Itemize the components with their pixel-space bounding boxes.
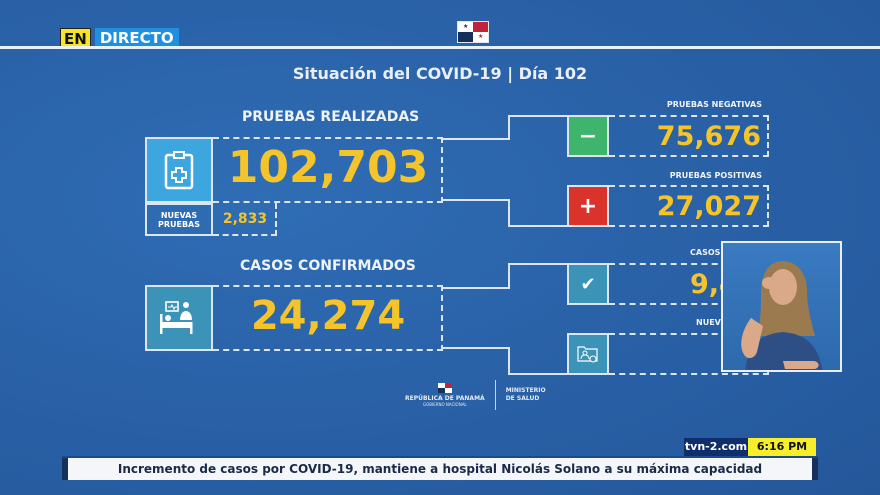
- pruebas-label: PRUEBAS REALIZADAS: [242, 109, 420, 125]
- ticker-top-line: [62, 456, 818, 458]
- nuevas-label-1: NUEVAS: [160, 210, 198, 220]
- nuevas-label-2: PRUEBAS: [157, 219, 201, 229]
- casos-label: CASOS CONFIRMADOS: [240, 258, 416, 274]
- panama-flag-small-icon: [437, 383, 452, 393]
- nuevos-label: NUEV: [696, 318, 721, 327]
- negativas-box: [609, 115, 769, 157]
- republica-label: REPÚBLICA DE PANAMÁ: [405, 395, 485, 402]
- recuperados-label: CASOS: [690, 248, 721, 257]
- plus-icon: +: [567, 185, 609, 227]
- positivas-value: 27,027: [656, 191, 761, 222]
- negativas-value: 75,676: [656, 121, 761, 152]
- ministerio-label-2: DE SALUD: [505, 395, 540, 402]
- panama-flag-icon: [457, 21, 489, 43]
- patient-folder-icon: [567, 333, 609, 375]
- nuevas-pruebas-value: 2,833: [222, 211, 268, 227]
- pruebas-total-value: 102,703: [227, 142, 429, 193]
- live-badge: EN DIRECTO: [60, 28, 179, 48]
- positivas-label: PRUEBAS POSITIVAS: [669, 171, 762, 180]
- positivas-box: [609, 185, 769, 227]
- logo-divider: [494, 380, 496, 410]
- nuevas-pruebas-box: NUEVAS PRUEBAS: [145, 203, 213, 236]
- government-logo: REPÚBLICA DE PANAMÁ GOBIERNO NACIONAL MI…: [405, 380, 546, 410]
- top-divider: [0, 46, 880, 49]
- check-icon: ✔: [567, 263, 609, 305]
- negativas-label: PRUEBAS NEGATIVAS: [666, 100, 762, 109]
- casos-total-box: [213, 285, 443, 351]
- clock: 6:16 PM: [748, 438, 816, 456]
- minus-icon: −: [567, 115, 609, 157]
- live-badge-directo: DIRECTO: [94, 28, 179, 48]
- casos-total-value: 24,274: [250, 293, 406, 339]
- news-ticker: Incremento de casos por COVID-19, mantie…: [62, 458, 818, 480]
- nuevas-pruebas-value-box: [213, 203, 277, 236]
- clipboard-medical-icon: [145, 137, 213, 203]
- sign-language-interpreter-video: [721, 241, 842, 372]
- ministerio-label-1: MINISTERIO: [505, 387, 546, 394]
- pruebas-total-box: [213, 137, 443, 203]
- channel-label: tvn-2.com: [684, 438, 748, 456]
- gobierno-label: GOBIERNO NACIONAL: [423, 402, 467, 407]
- live-badge-en: EN: [60, 28, 91, 48]
- hospital-bed-icon: [145, 285, 213, 351]
- infographic-title: Situación del COVID-19 | Día 102: [292, 64, 588, 83]
